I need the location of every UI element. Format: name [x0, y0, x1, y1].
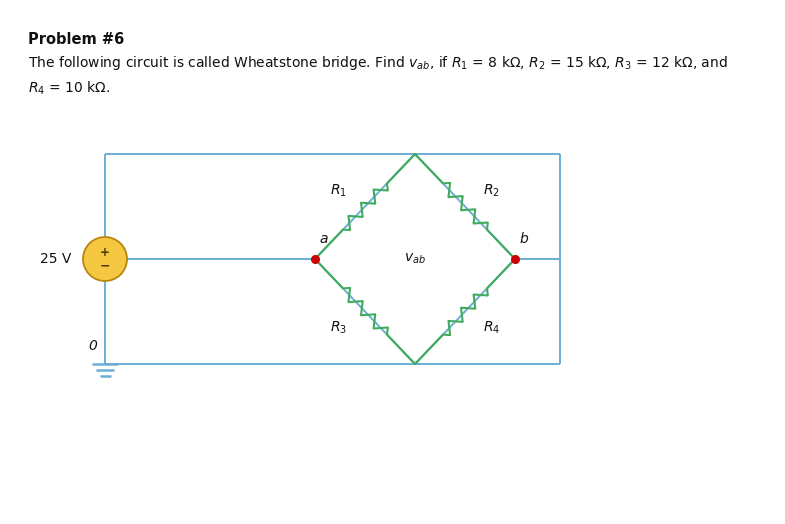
- Text: $R_1$: $R_1$: [330, 182, 347, 199]
- Text: $v_{ab}$: $v_{ab}$: [404, 252, 426, 266]
- Text: 25 V: 25 V: [39, 252, 71, 266]
- Text: a: a: [319, 232, 327, 246]
- Text: b: b: [519, 232, 528, 246]
- Circle shape: [83, 237, 127, 281]
- Text: +: +: [100, 246, 110, 259]
- Text: $R_2$: $R_2$: [483, 182, 500, 199]
- Text: $R_3$: $R_3$: [330, 320, 347, 336]
- Text: The following circuit is called Wheatstone bridge. Find $v_{ab}$, if $R_1$ = 8 k: The following circuit is called Wheatsto…: [28, 54, 728, 72]
- Text: Problem #6: Problem #6: [28, 32, 124, 47]
- Text: $R_4$: $R_4$: [483, 320, 500, 336]
- Text: 0: 0: [88, 339, 97, 353]
- Text: −: −: [100, 259, 110, 272]
- Text: $R_4$ = 10 kΩ.: $R_4$ = 10 kΩ.: [28, 80, 110, 97]
